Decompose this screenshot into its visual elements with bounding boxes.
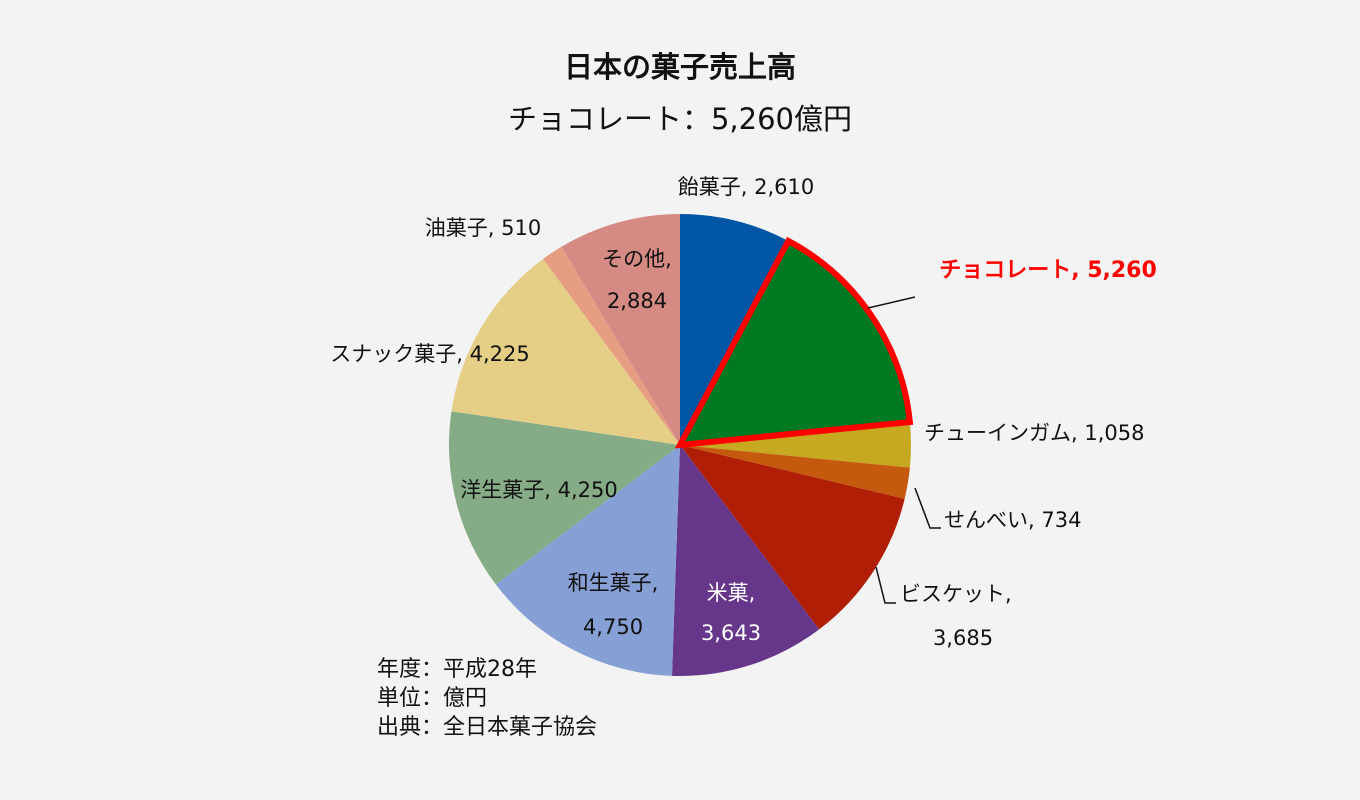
leader-line-5 (875, 566, 896, 604)
slice-label-9: スナック菓子, 4,225 (330, 342, 529, 366)
slice-label-3: チューインガム, 1,058 (924, 421, 1144, 445)
note-year: 年度：平成28年 (377, 657, 537, 682)
slice-label-1: 飴菓子, 2,610 (678, 175, 814, 199)
leader-line-4 (914, 487, 941, 529)
pie-slice-10 (543, 246, 680, 445)
chart-title: 日本の菓子売上高 (563, 50, 796, 84)
note-source: 出典：全日本菓子協会 (377, 715, 598, 740)
pie-slice-8 (448, 411, 680, 585)
pie-slice-1 (680, 214, 789, 445)
slice-label-10: 油菓子, 510 (425, 216, 541, 240)
pie-slice-7 (495, 445, 680, 676)
slice-label-2: チョコレート, 5,260 (939, 258, 1157, 283)
pie-slice-9 (451, 258, 680, 445)
pie-slice-4 (680, 445, 910, 499)
slice-label-11-line-2: 2,884 (607, 289, 667, 313)
slice-label-6-line-1: 米菓, (707, 581, 756, 605)
pie-slice-5 (680, 445, 905, 630)
leader-line-2 (867, 296, 916, 309)
pie-slice-2 (674, 236, 914, 449)
pie-slices (448, 214, 914, 676)
chart-subtitle: チョコレート：5,260億円 (507, 102, 853, 136)
slice-label-7-line-1: 和生菓子, (568, 571, 659, 595)
slice-label-5-line-1: ビスケット, (900, 582, 1012, 606)
pie-slice-6 (671, 445, 820, 676)
pie-slice-11 (561, 214, 680, 445)
chart-notes: 年度：平成28年 単位：億円 出典：全日本菓子協会 (377, 655, 597, 742)
slice-label-11-line-1: その他, (602, 247, 672, 271)
slice-labels: 飴菓子, 2,610 チョコレート, 5,260 チューインガム, 1,058 せんべ… (330, 175, 1157, 650)
slice-label-8: 洋生菓子, 4,250 (460, 478, 617, 502)
leader-lines (867, 296, 941, 604)
slice-label-4: せんべい, 734 (944, 508, 1081, 532)
pie-slice-3 (680, 422, 912, 468)
slice-label-5-line-2: 3,685 (933, 626, 993, 650)
note-unit: 単位：億円 (377, 686, 488, 711)
slice-label-6-line-2: 3,643 (701, 621, 761, 645)
slice-label-7-line-2: 4,750 (583, 615, 643, 639)
